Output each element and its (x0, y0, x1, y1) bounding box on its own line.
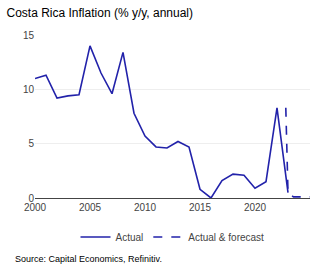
svg-text:Source: Capital Economics, Ref: Source: Capital Economics, Refinitiv. (15, 254, 162, 264)
svg-text:2020: 2020 (244, 202, 267, 213)
svg-text:10: 10 (23, 84, 35, 95)
svg-text:15: 15 (23, 30, 35, 41)
svg-text:Actual & forecast: Actual & forecast (188, 232, 264, 243)
svg-text:2000: 2000 (24, 202, 47, 213)
svg-text:2005: 2005 (79, 202, 102, 213)
svg-text:Actual: Actual (116, 232, 144, 243)
svg-text:2015: 2015 (189, 202, 212, 213)
svg-text:Costa Rica Inflation (% y/y, a: Costa Rica Inflation (% y/y, annual) (7, 6, 194, 20)
svg-text:0: 0 (28, 193, 34, 204)
svg-text:2010: 2010 (134, 202, 157, 213)
svg-text:5: 5 (28, 138, 34, 149)
